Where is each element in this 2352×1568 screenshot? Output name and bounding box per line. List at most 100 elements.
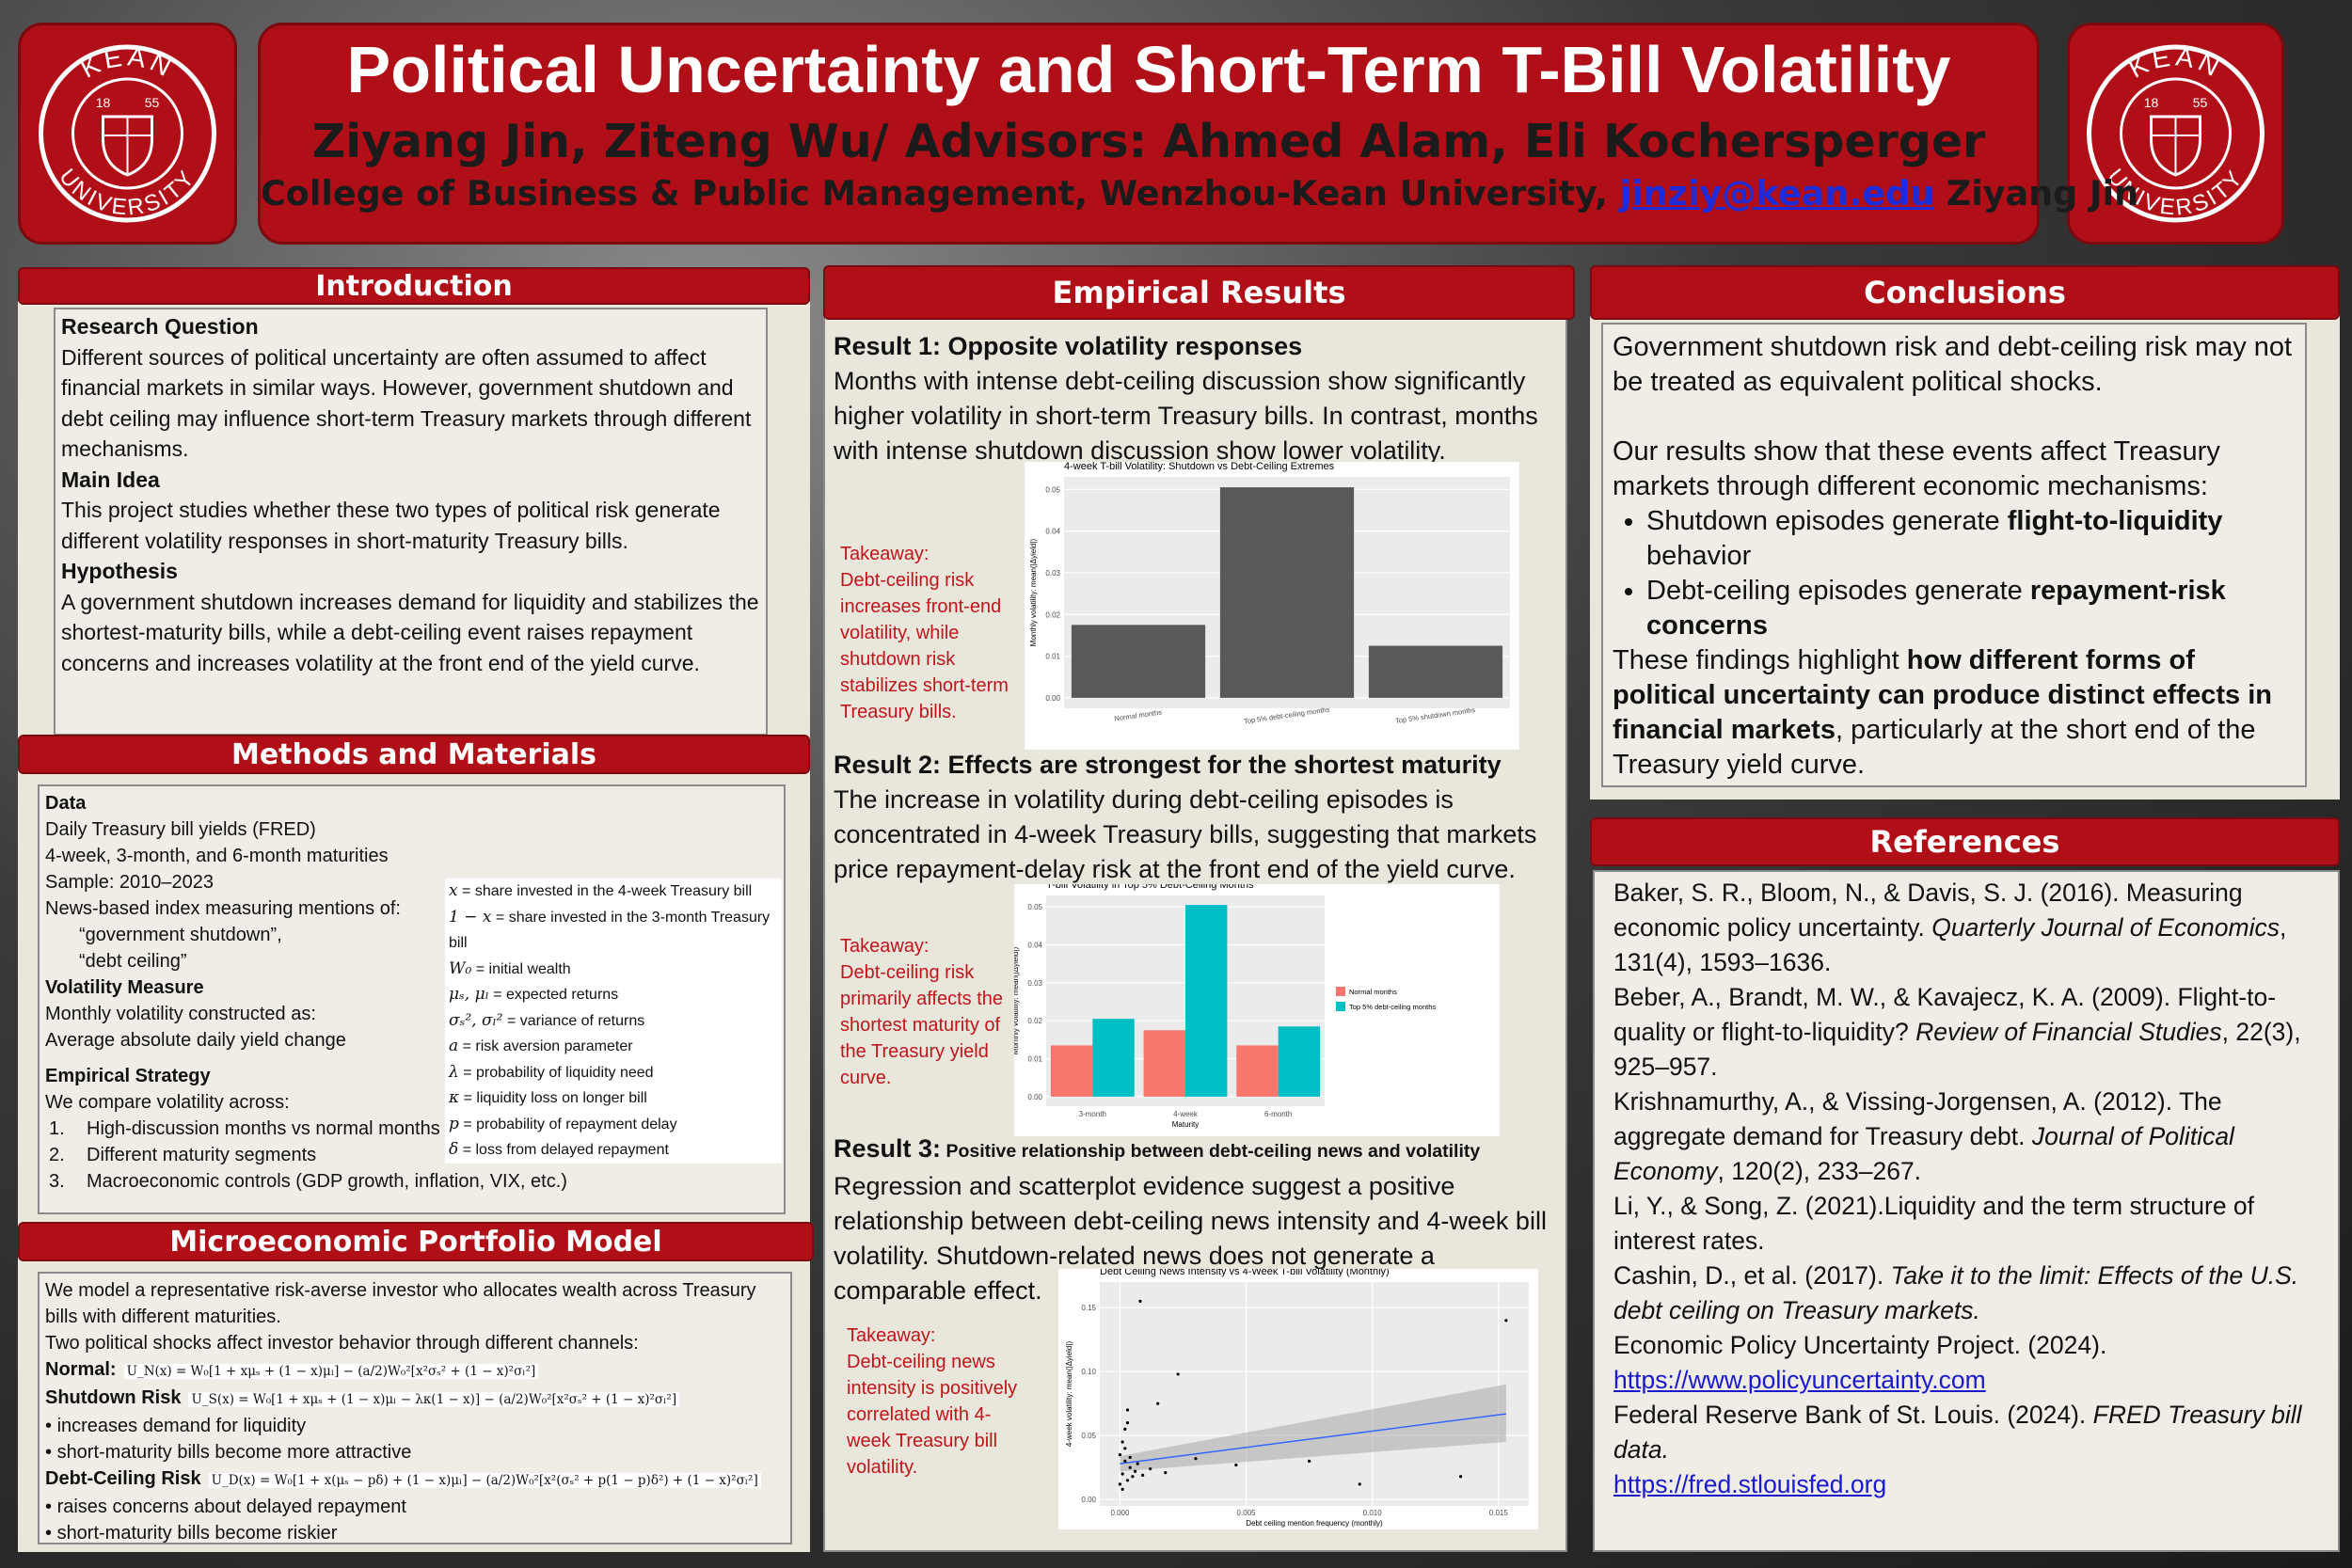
point (1125, 1421, 1130, 1425)
formula: U_D(x) = W₀[1 + x(μₛ − pδ) + (1 − x)μₗ] … (208, 1473, 761, 1488)
reference: Economic Policy Uncertainty Project. (20… (1613, 1328, 2319, 1398)
paragraph: Government shutdown risk and debt-ceilin… (1613, 330, 2296, 400)
point (1138, 1299, 1142, 1303)
definition: = risk aversion parameter (458, 1038, 633, 1054)
symbol: κ (449, 1088, 460, 1107)
section-heading: References (1590, 817, 2340, 866)
y-tick-label: 0.05 (1027, 903, 1042, 911)
symbol: σₛ², σₗ² (449, 1010, 503, 1030)
takeaway: Takeaway: Debt-ceiling risk increases fro… (840, 541, 1025, 725)
symbol-def: κ = liquidity loss on longer bill (445, 1085, 782, 1112)
text-span: Economic Policy Uncertainty Project. (20… (1613, 1331, 2107, 1359)
result-text: Months with intense debt-ceiling discuss… (834, 367, 1538, 465)
line: 4-week, 3-month, and 6-month maturities (45, 846, 389, 866)
block-label: Main Idea (61, 467, 160, 492)
symbol: p (449, 1114, 459, 1133)
link[interactable]: https://www.policyuncertainty.com (1613, 1366, 1986, 1394)
point (1125, 1408, 1130, 1412)
chart: T-bill Volatility in Top 5% Debt-Ceiling… (1014, 884, 1500, 1136)
text-span: Cashin, D., et al. (2017). (1613, 1261, 1891, 1290)
takeaway-label: Takeaway: (840, 544, 930, 564)
introduction-box: Research Question Different sources of po… (54, 308, 768, 736)
y-tick-label: 0.04 (1045, 528, 1060, 536)
section-heading: Introduction (18, 267, 810, 305)
email-link[interactable]: jinziy@kean.edu (1619, 173, 1935, 214)
x-tick-label: 0.005 (1237, 1509, 1257, 1517)
text-span: Krishnamurthy, A., & Vissing-Jorgensen, … (1613, 1087, 2222, 1150)
logo-ring (2120, 77, 2232, 190)
title-box: Political Uncertainty and Short-Term T-B… (258, 23, 2138, 245)
point (1120, 1472, 1124, 1476)
point (1458, 1475, 1463, 1479)
point (1128, 1455, 1132, 1459)
text-span: Baker, S. R., Bloom, N., & Davis, S. J. … (1613, 879, 2243, 942)
affiliation-text: College of Business & Public Management,… (261, 173, 1620, 214)
block-label: Data (45, 793, 87, 814)
symbol: δ (449, 1140, 459, 1159)
bullet: Debt-ceiling episodes generate repayment… (1646, 574, 2296, 643)
bullet-list: raises concerns about delayed repayments… (45, 1494, 785, 1543)
bullet-list: Shutdown episodes generate flight-to-liq… (1613, 504, 2296, 643)
block-label: Hypothesis (61, 559, 178, 583)
symbol: λ (449, 1062, 459, 1082)
chart-title: 4-week T-bill Volatility: Shutdown vs De… (1064, 462, 1335, 472)
line: We compare volatility across: (45, 1092, 290, 1113)
point (1308, 1459, 1311, 1463)
formula-row: Normal: U_N(x) = W₀[1 + xμₛ + (1 − x)μₗ] … (45, 1356, 785, 1385)
x-tick-label: Normal months (1114, 707, 1163, 722)
link[interactable]: https://fred.stlouisfed.org (1613, 1470, 1887, 1498)
list-item: 2. Different maturity segments (45, 1142, 778, 1168)
point (1123, 1447, 1127, 1450)
formula-row: Debt-Ceiling Risk U_D(x) = W₀[1 + x(μₛ − … (45, 1465, 785, 1494)
point (1118, 1482, 1122, 1486)
logo-year: 18 (96, 95, 111, 110)
takeaway-text: Debt-ceiling risk increases front-end vo… (840, 570, 1009, 722)
x-tick-label: 0.010 (1363, 1509, 1383, 1517)
x-axis-label: Maturity (1172, 1120, 1199, 1129)
line: We model a representative risk-averse in… (45, 1280, 756, 1327)
logo-year: 18 (2144, 95, 2159, 110)
point (1358, 1482, 1361, 1486)
bullet: short-maturity bills become riskier (45, 1520, 785, 1543)
line: Sample: 2010–2023 (45, 872, 215, 893)
point (1123, 1459, 1127, 1463)
bar (1143, 1030, 1185, 1097)
formula-label: Normal: (45, 1359, 117, 1380)
symbol-def: a = risk aversion parameter (445, 1034, 782, 1060)
section-heading: Methods and Materials (18, 735, 810, 774)
bar (1368, 645, 1503, 698)
paragraph: Our results show that these events affec… (1613, 435, 2296, 504)
result-label: Result 3: (834, 1134, 942, 1163)
plot-area (1100, 1282, 1529, 1506)
text-span: Take it to the limit: Effects of the U.S… (1613, 1261, 2299, 1324)
y-tick-label: 0.15 (1081, 1304, 1096, 1312)
bullet-list: increases demand for liquidityshort-matu… (45, 1413, 785, 1465)
y-tick-label: 0.02 (1045, 610, 1060, 619)
point (1125, 1479, 1130, 1482)
text-span: Shutdown episodes generate (1646, 506, 2008, 536)
point (1164, 1471, 1168, 1475)
text-span: repayment-risk concerns (1646, 576, 2226, 641)
result-1: Result 1: Opposite volatility responses … (834, 329, 1558, 468)
line: Daily Treasury bill yields (FRED) (45, 819, 316, 840)
references-box: Baker, S. R., Bloom, N., & Davis, S. J. … (1593, 870, 2340, 1552)
point (1234, 1463, 1238, 1467)
block-text: This project studies whether these two t… (61, 498, 721, 553)
line: “debt ceiling” (79, 951, 187, 972)
paragraph: These findings highlight how different f… (1613, 643, 2296, 783)
text-span: Review of Financial Studies (1915, 1018, 2222, 1046)
reference: Li, Y., & Song, Z. (2021).Liquidity and … (1613, 1189, 2319, 1259)
bullet: increases demand for liquidity (45, 1413, 785, 1439)
symbol-def: λ = probability of liquidity need (445, 1059, 782, 1085)
reference: Federal Reserve Bank of St. Louis. (2024… (1613, 1398, 2319, 1502)
result-3: Result 3: Positive relationship between … (834, 1132, 1558, 1308)
trend-line (1120, 1413, 1506, 1465)
y-axis-label: Monthly volatility: mean(|Δyield|) (1029, 538, 1038, 646)
text-span: Journal of Political Economy (1613, 1122, 2234, 1185)
text-span: These findings highlight (1613, 645, 1907, 675)
block-label: Empirical Strategy (45, 1066, 211, 1086)
bar (1050, 1045, 1093, 1097)
reference: Baker, S. R., Bloom, N., & Davis, S. J. … (1613, 876, 2319, 980)
logo-box: KEAN UNIVERSITY 18 55 (2067, 23, 2284, 245)
